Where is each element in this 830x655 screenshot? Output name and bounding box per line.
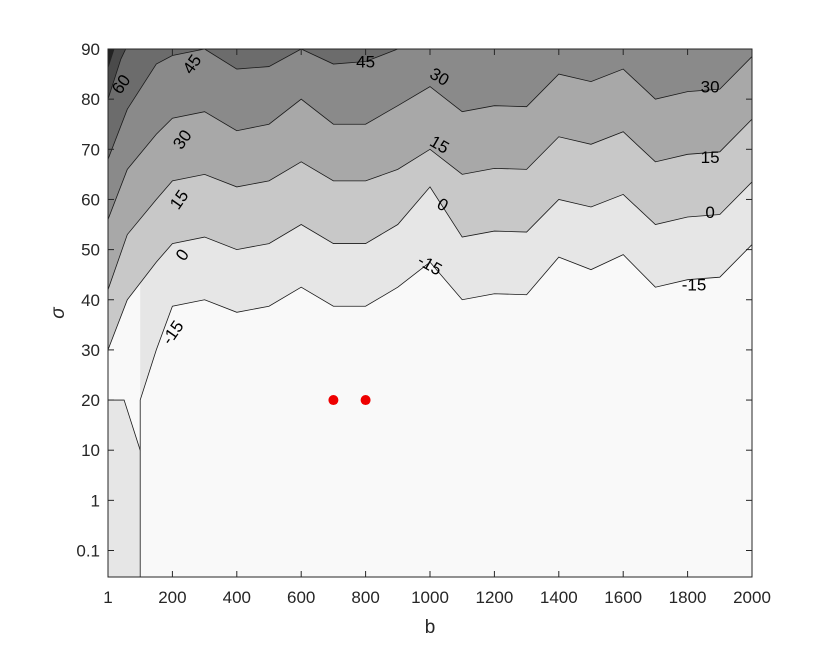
contour-line-60 (108, 49, 127, 100)
x-tick-label: 2000 (733, 588, 771, 607)
y-tick-label: 90 (81, 40, 100, 59)
y-tick-label: 20 (81, 391, 100, 410)
y-tick-label: 40 (81, 291, 100, 310)
x-tick-label: 600 (287, 588, 315, 607)
contour-label: -15 (682, 276, 707, 295)
y-tick-label: 50 (81, 241, 100, 260)
x-axis-label: b (425, 617, 436, 638)
contour-fill-layer (108, 49, 752, 577)
x-axis-ticks: 1 200 400 600 800 1000 1200 1400 1600 1800 2000 (103, 49, 771, 607)
y-tick-label: 80 (81, 90, 100, 109)
x-tick-label: 1400 (540, 588, 578, 607)
y-tick-label: 30 (81, 341, 100, 360)
contour-label: 15 (701, 148, 720, 167)
marker-point (328, 395, 339, 406)
marker-point (360, 395, 371, 406)
contour-line-0 (108, 181, 752, 351)
y-tick-label: 1 (91, 491, 100, 510)
x-tick-label: 1800 (669, 588, 707, 607)
contour-line-45 (108, 49, 398, 160)
contour-line--15 (139, 244, 752, 451)
contour-line-15 (108, 118, 752, 290)
y-tick-label: 60 (81, 190, 100, 209)
x-tick-label: 200 (158, 588, 186, 607)
contour-line-30 (108, 56, 752, 220)
contour-line-layer (108, 49, 752, 577)
band-fill-level-neg15 (108, 49, 141, 577)
y-axis-ticks: 0.1 1 10 20 30 40 50 60 70 80 90 (76, 40, 752, 561)
x-tick-label: 1200 (475, 588, 513, 607)
y-tick-label: 70 (81, 140, 100, 159)
band-fill-level-60 (108, 49, 126, 100)
y-tick-label: 10 (81, 441, 100, 460)
band-fill-level-30 (108, 49, 752, 220)
marker-layer (328, 395, 371, 406)
x-tick-label: 800 (351, 588, 379, 607)
contour-label: 0 (705, 203, 714, 222)
y-tick-label: 0.1 (76, 542, 100, 561)
x-tick-label: 400 (223, 588, 251, 607)
band-fill-level-75 (108, 49, 115, 70)
x-tick-label: 1000 (411, 588, 449, 607)
contour-label: 30 (701, 78, 720, 97)
x-tick-label: 1600 (604, 588, 642, 607)
x-tick-label: 1 (103, 588, 112, 607)
y-axis-label: σ (48, 306, 69, 319)
contour-line--15 (108, 399, 141, 577)
contour-label: 45 (356, 53, 375, 72)
